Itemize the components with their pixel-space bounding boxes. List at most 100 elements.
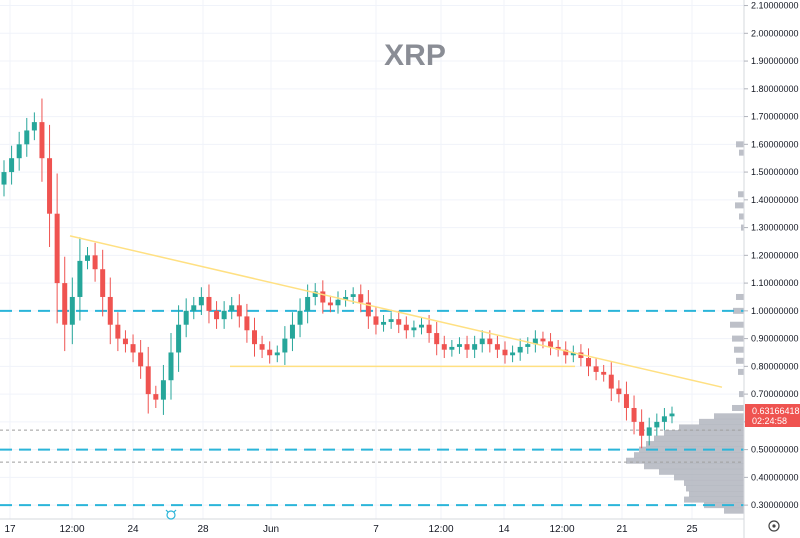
candle-body xyxy=(623,394,629,408)
profile-bar xyxy=(714,413,744,420)
profile-bar xyxy=(684,479,744,486)
x-tick-label: 12:00 xyxy=(428,524,453,535)
candle-body xyxy=(206,296,212,311)
profile-bar xyxy=(730,321,744,328)
candle xyxy=(85,247,90,270)
candle-body xyxy=(601,371,607,375)
volume-profile xyxy=(626,141,744,514)
profile-bar xyxy=(674,474,744,481)
profile-bar xyxy=(686,485,744,492)
candle xyxy=(122,330,128,353)
candle xyxy=(39,98,45,182)
candle-body xyxy=(138,352,144,367)
candle xyxy=(472,335,478,359)
candle xyxy=(456,337,462,354)
candle-body xyxy=(100,269,106,297)
candle-body xyxy=(259,344,265,350)
candle-body xyxy=(494,344,500,350)
profile-bar xyxy=(732,335,744,342)
y-tick-label: 1.30000000 xyxy=(751,223,799,233)
candle-body xyxy=(39,122,45,159)
candle-body xyxy=(130,344,136,353)
candle xyxy=(282,326,288,365)
candle xyxy=(176,305,182,372)
x-tick-label: 14 xyxy=(498,524,510,535)
candle xyxy=(434,321,440,356)
profile-bar xyxy=(735,202,744,209)
candle-body xyxy=(191,305,197,311)
candle xyxy=(259,335,265,359)
alarm-icon[interactable] xyxy=(165,509,177,520)
candle-body xyxy=(510,352,516,356)
candle xyxy=(601,364,607,382)
candle-body xyxy=(312,291,318,297)
candle xyxy=(449,339,455,357)
candle xyxy=(586,348,591,377)
candle-body xyxy=(343,296,349,300)
x-tick-label: 7 xyxy=(373,524,379,535)
y-tick-label: 0.30000000 xyxy=(751,500,799,510)
candle xyxy=(502,341,508,364)
profile-bar xyxy=(644,463,744,470)
price-tag-box xyxy=(745,404,800,427)
chart-title: XRP xyxy=(384,39,446,72)
candle-body xyxy=(441,344,447,350)
x-tick-label: Jun xyxy=(263,524,279,535)
profile-bar xyxy=(736,293,744,300)
candle xyxy=(153,385,159,408)
candle-body xyxy=(289,324,295,339)
candle xyxy=(198,287,204,316)
y-tick-label: 1.10000000 xyxy=(751,278,799,288)
candle-body xyxy=(350,294,356,297)
x-tick-label: 17 xyxy=(4,524,16,535)
x-tick-label: 25 xyxy=(686,524,698,535)
candle xyxy=(570,345,576,363)
y-tick-label: 1.90000000 xyxy=(751,56,799,66)
profile-bar xyxy=(679,424,744,431)
candle xyxy=(138,339,144,379)
candle xyxy=(555,339,561,357)
current-price-tag: 0.63166418 02:24:58 xyxy=(745,404,800,427)
grid xyxy=(0,0,744,519)
candle-body xyxy=(107,296,113,325)
profile-bar xyxy=(659,468,744,475)
candle-body xyxy=(198,296,204,306)
candle xyxy=(563,341,569,364)
candle xyxy=(214,301,220,329)
candle-body xyxy=(449,346,455,350)
candle-body xyxy=(502,349,508,356)
candle-body xyxy=(267,349,273,356)
candle-body xyxy=(570,352,576,356)
y-tick-label: 1.80000000 xyxy=(751,84,799,94)
candle xyxy=(115,312,121,352)
candle-body xyxy=(464,344,470,350)
y-tick-label: 0.40000000 xyxy=(751,472,799,482)
candle xyxy=(646,417,652,446)
candle xyxy=(631,395,637,435)
profile-bar xyxy=(634,452,744,459)
candle-body xyxy=(373,316,379,325)
candle xyxy=(312,283,318,306)
profile-bar xyxy=(739,213,744,220)
candle xyxy=(525,337,531,354)
candle xyxy=(358,284,364,313)
candle-body xyxy=(320,291,326,303)
settings-gear-icon[interactable] xyxy=(768,520,780,532)
candle xyxy=(320,280,326,314)
candles xyxy=(1,98,675,449)
y-tick-label: 1.60000000 xyxy=(751,139,799,149)
candle xyxy=(100,249,106,317)
candle xyxy=(145,346,151,414)
x-tick-label: 12:00 xyxy=(59,524,84,535)
x-tick-label: 28 xyxy=(197,524,209,535)
y-tick-label: 0.70000000 xyxy=(751,389,799,399)
trend-lines xyxy=(69,235,723,388)
x-tick-label: 21 xyxy=(616,524,628,535)
candle xyxy=(69,277,75,345)
candle xyxy=(623,381,629,421)
candle xyxy=(92,242,98,282)
candle xyxy=(419,317,424,335)
profile-bar xyxy=(741,224,744,231)
candle xyxy=(441,335,447,359)
candle xyxy=(365,290,371,329)
